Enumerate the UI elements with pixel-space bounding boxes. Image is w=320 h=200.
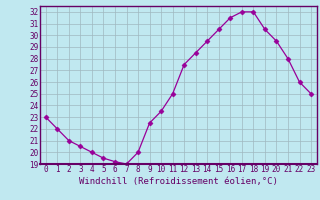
X-axis label: Windchill (Refroidissement éolien,°C): Windchill (Refroidissement éolien,°C) [79, 177, 278, 186]
